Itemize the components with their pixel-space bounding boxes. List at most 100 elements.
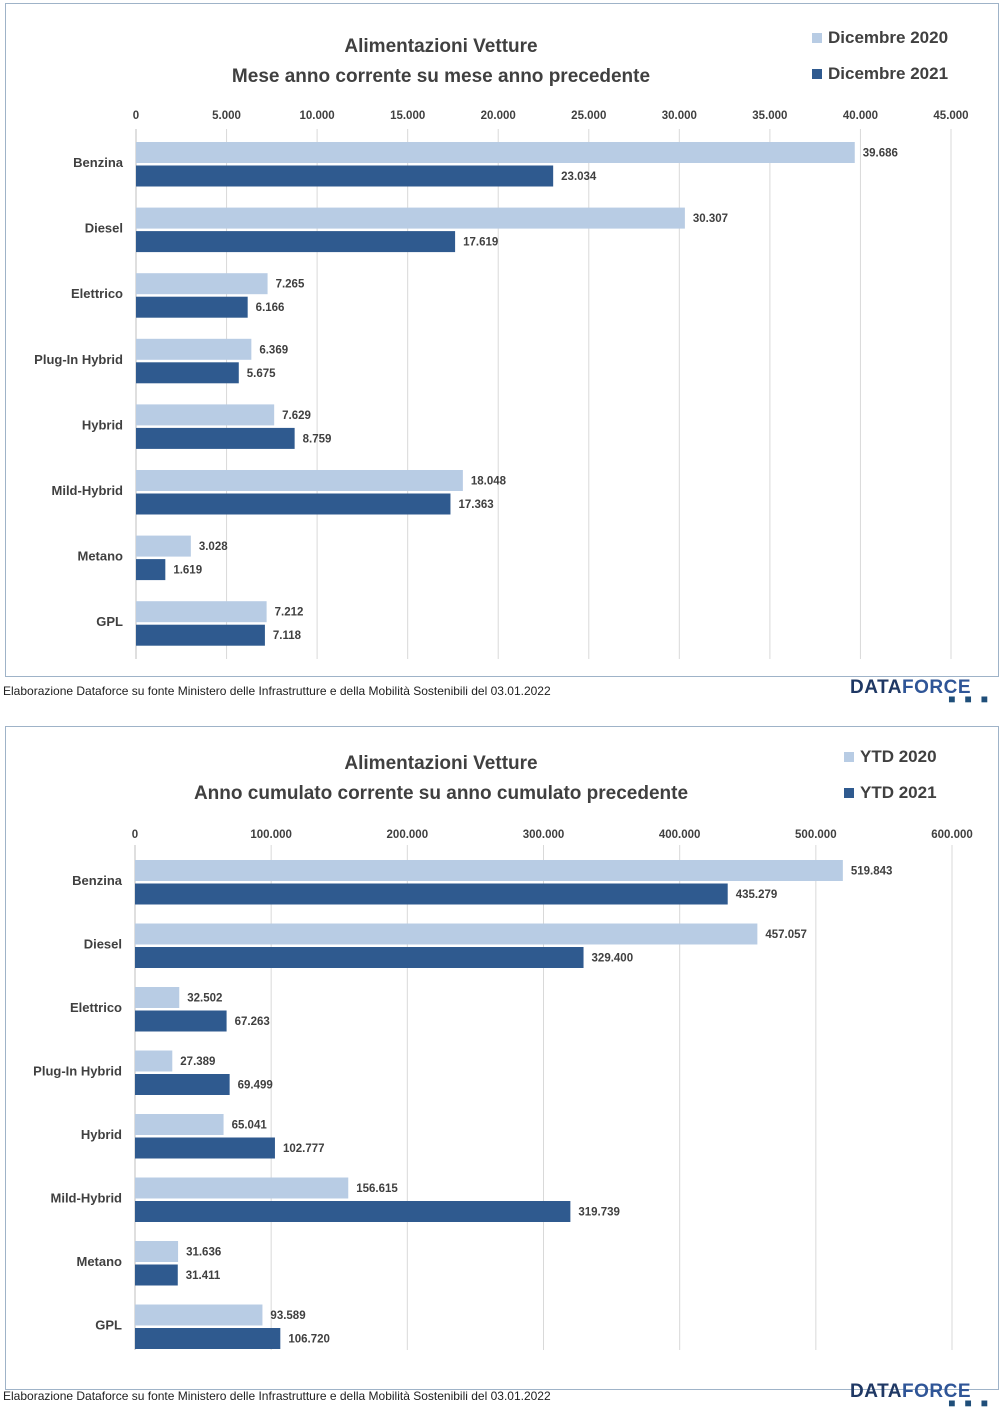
x-tick-label: 10.000 — [300, 110, 335, 122]
legend-swatch — [812, 69, 822, 79]
data-label: 93.589 — [270, 1310, 305, 1322]
data-label: 5.675 — [247, 368, 276, 380]
bar — [135, 1201, 571, 1222]
bar — [136, 470, 463, 491]
legend-item-series-1: Dicembre 2020 — [812, 20, 948, 56]
category-label: Plug-In Hybrid — [34, 352, 123, 367]
chart-title: Alimentazioni Vetture Mese anno corrente… — [176, 32, 706, 92]
bar — [135, 883, 728, 905]
category-label: GPL — [95, 1318, 122, 1333]
data-label: 7.265 — [276, 279, 305, 291]
data-label: 1.619 — [173, 565, 202, 577]
bar — [135, 1264, 178, 1286]
category-label: Metano — [77, 1254, 123, 1269]
category-label: Diesel — [84, 937, 122, 952]
logo-dots: ■■■ — [948, 1396, 997, 1410]
x-tick-label: 200.000 — [387, 829, 429, 841]
data-label: 18.048 — [471, 476, 507, 488]
legend-item-series-2: Dicembre 2021 — [812, 56, 948, 92]
x-tick-label: 40.000 — [843, 110, 878, 122]
data-label: 65.041 — [232, 1120, 268, 1132]
bar-plot-monthly: 0 5.000 10.000 15.000 20.000 25.000 30.000 35.0… — [34, 110, 969, 659]
x-tick-label: 0 — [132, 829, 138, 841]
bar — [136, 338, 252, 360]
x-tick-label: 0 — [133, 110, 139, 122]
bar — [136, 404, 275, 426]
legend: Dicembre 2020 Dicembre 2021 — [812, 20, 948, 92]
bar — [136, 231, 456, 253]
bar — [136, 142, 855, 163]
legend-label: Dicembre 2021 — [828, 64, 949, 83]
x-tick-label: 300.000 — [523, 829, 565, 841]
x-tick-label: 30.000 — [662, 110, 697, 122]
data-label: 31.636 — [186, 1247, 221, 1259]
chart-panel-ytd: Alimentazioni Vetture Anno cumulato corr… — [5, 726, 999, 1390]
bar-plot-ytd: 0 100.000 200.000 300.000 400.000 500.000 600.… — [33, 829, 973, 1350]
chart-title: Alimentazioni Vetture Anno cumulato corr… — [146, 749, 736, 809]
data-label: 32.502 — [187, 993, 222, 1005]
bar — [135, 1241, 179, 1262]
data-label: 106.720 — [288, 1334, 330, 1346]
data-label: 31.411 — [186, 1270, 221, 1282]
bar — [136, 535, 191, 557]
category-label: Elettrico — [71, 286, 123, 301]
bar — [135, 1304, 263, 1326]
legend-item-series-2: YTD 2021 — [844, 775, 937, 811]
x-tick-label: 500.000 — [795, 829, 837, 841]
data-label: 3.028 — [199, 541, 228, 553]
category-label: Mild-Hybrid — [51, 1191, 123, 1206]
dataforce-logo: DATAFORCE — [850, 677, 971, 698]
bar — [135, 923, 758, 945]
category-label: Benzina — [73, 155, 124, 170]
data-label: 519.843 — [851, 866, 893, 878]
category-label: Hybrid — [82, 417, 123, 432]
category-label: Elettrico — [70, 1000, 122, 1015]
data-label: 39.686 — [863, 148, 898, 160]
data-label: 27.389 — [180, 1056, 215, 1068]
category-label: Metano — [78, 549, 124, 564]
bar — [135, 1328, 281, 1349]
bar — [136, 207, 685, 229]
data-label: 17.363 — [458, 499, 493, 511]
data-label: 6.369 — [259, 344, 288, 356]
bar — [135, 1010, 227, 1032]
legend-swatch — [844, 788, 854, 798]
bar — [136, 493, 451, 515]
bar — [135, 1050, 173, 1072]
bar — [136, 165, 554, 187]
data-label: 102.777 — [283, 1143, 325, 1155]
data-label: 7.212 — [275, 607, 304, 619]
chart-subtitle: Anno cumulato corrente su anno cumulato … — [193, 783, 689, 804]
category-label: Hybrid — [81, 1127, 122, 1142]
data-label: 69.499 — [238, 1080, 273, 1092]
bar — [136, 362, 239, 384]
data-label: 329.400 — [592, 953, 634, 965]
bar — [135, 1177, 349, 1199]
data-label: 8.759 — [303, 433, 332, 445]
x-tick-label: 20.000 — [481, 110, 516, 122]
data-label: 6.166 — [256, 302, 285, 314]
category-label: GPL — [96, 614, 123, 629]
legend: YTD 2020 YTD 2021 — [844, 739, 937, 811]
data-label: 7.629 — [282, 410, 311, 422]
bar — [135, 987, 180, 1008]
bar — [135, 1137, 275, 1159]
bar — [136, 296, 248, 318]
x-tick-label: 100.000 — [250, 829, 292, 841]
bar — [136, 427, 295, 449]
x-tick-label: 400.000 — [659, 829, 701, 841]
bar — [135, 1074, 230, 1095]
data-label: 23.034 — [561, 171, 597, 183]
chart-panel-monthly: Alimentazioni Vetture Mese anno corrente… — [5, 3, 999, 677]
legend-swatch — [844, 752, 854, 762]
legend-label: YTD 2020 — [860, 747, 937, 766]
source-note: Elaborazione Dataforce su fonte Minister… — [3, 1389, 551, 1403]
chart-subtitle: Mese anno corrente su mese anno preceden… — [231, 66, 651, 87]
x-tick-label: 600.000 — [931, 829, 973, 841]
category-label: Mild-Hybrid — [52, 483, 124, 498]
bar — [135, 860, 843, 881]
data-label: 7.118 — [273, 630, 302, 642]
chart-title-line1: Alimentazioni Vetture — [344, 753, 538, 774]
dataforce-logo: DATAFORCE — [850, 1381, 971, 1402]
bar — [136, 624, 265, 646]
